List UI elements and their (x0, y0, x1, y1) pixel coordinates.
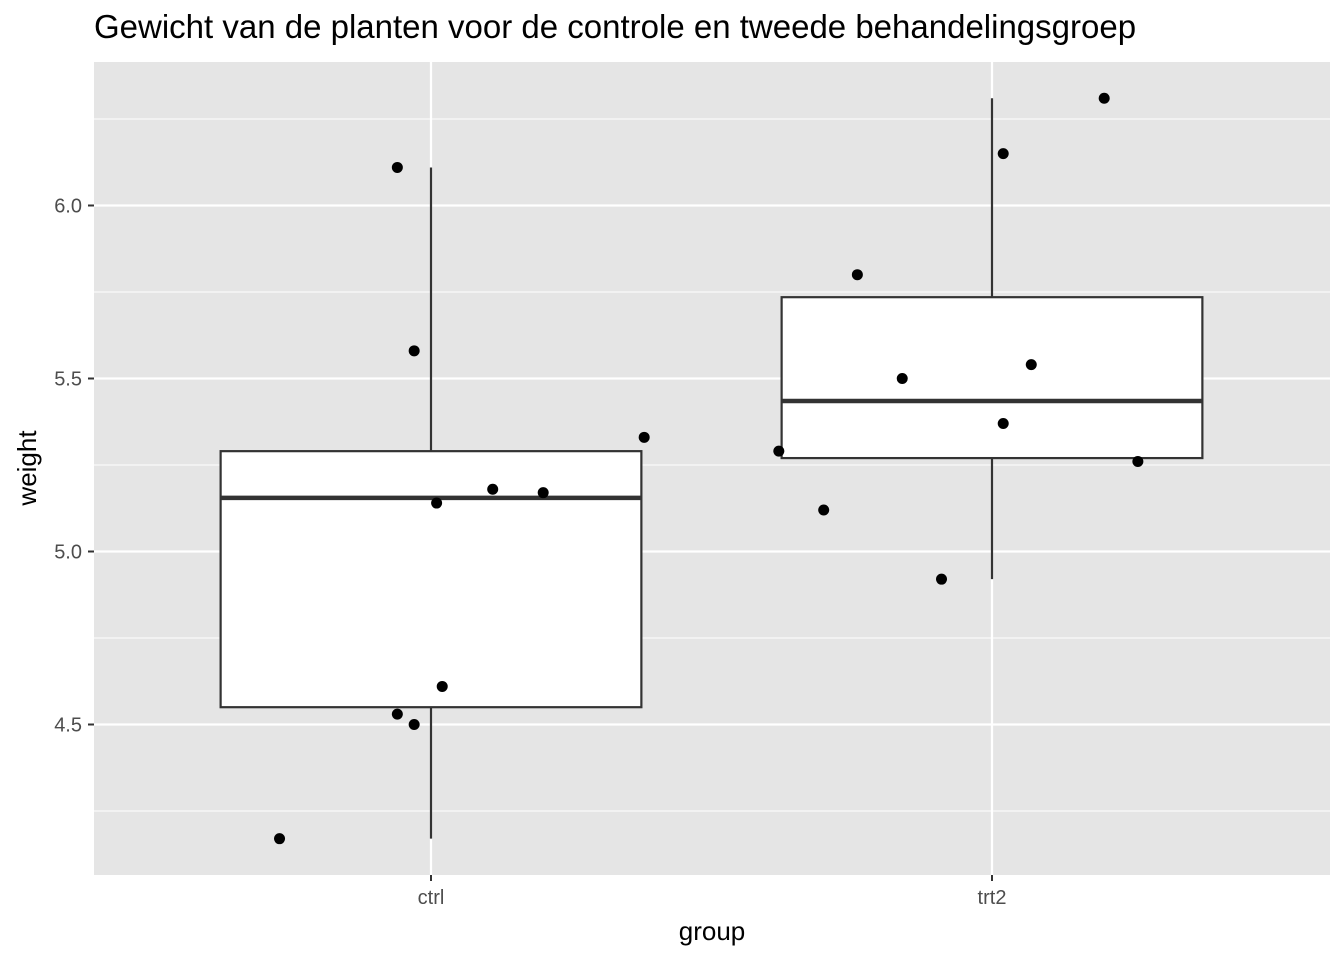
data-point (997, 148, 1009, 160)
data-point (818, 504, 830, 516)
box-iqr (780, 296, 1204, 460)
y-tick-label: 5.0 (54, 542, 82, 564)
y-axis: 4.5 5.0 5.5 6.0 (54, 196, 94, 737)
box-iqr (219, 450, 643, 709)
data-point (274, 833, 286, 845)
y-tick-label: 6.0 (54, 196, 82, 218)
data-point (997, 417, 1009, 429)
data-point (408, 345, 420, 357)
x-axis: ctrl trt2 (418, 875, 1007, 909)
data-point (408, 719, 420, 730)
data-point (431, 497, 443, 509)
x-tick-label: ctrl (418, 887, 445, 909)
data-point (1098, 92, 1110, 104)
y-tick-label: 4.5 (54, 715, 82, 737)
jitter-points (274, 92, 1144, 845)
data-point (537, 487, 549, 499)
data-point (1132, 456, 1144, 468)
minor-gridlines (94, 118, 1330, 812)
data-point (391, 708, 403, 720)
x-axis-title: group (679, 916, 746, 946)
data-point (638, 431, 650, 443)
data-point (936, 573, 948, 585)
data-point (487, 483, 499, 495)
data-point (851, 269, 863, 281)
y-axis-title: weight (12, 430, 42, 507)
data-point (896, 373, 908, 384)
data-point (436, 680, 448, 692)
data-point (1025, 359, 1037, 371)
y-tick-label: 5.5 (54, 369, 82, 391)
chart-title: Gewicht van de planten voor de controle … (94, 8, 1137, 45)
data-point (773, 445, 785, 457)
x-tick-label: trt2 (978, 887, 1007, 909)
boxplots (219, 98, 1204, 839)
data-point (391, 161, 403, 173)
